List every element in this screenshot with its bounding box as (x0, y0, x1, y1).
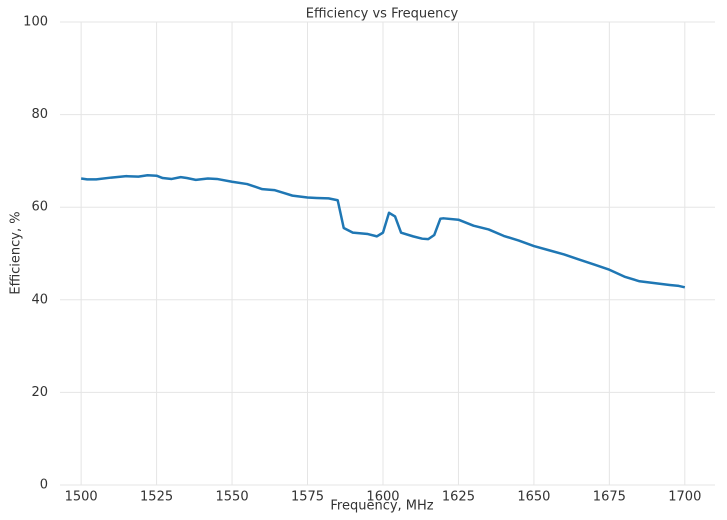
y-tick-label: 100 (23, 15, 48, 30)
x-tick-label: 1500 (65, 490, 98, 505)
x-axis-label: Frequency, MHz (330, 499, 433, 514)
chart-title: Efficiency vs Frequency (306, 7, 459, 22)
y-tick-label: 20 (31, 385, 48, 400)
x-tick-label: 1600 (366, 490, 399, 505)
x-tick-label: 1625 (442, 490, 475, 505)
y-tick-label: 40 (31, 292, 48, 307)
x-tick-label: 1650 (517, 490, 550, 505)
y-tick-label: 80 (31, 107, 48, 122)
data-line (80, 174, 686, 289)
y-tick-label: 0 (40, 478, 48, 493)
y-tick-label: 60 (31, 200, 48, 215)
y-axis-label: Efficiency, % (9, 211, 24, 294)
x-tick-label: 1525 (140, 490, 173, 505)
x-tick-label: 1550 (216, 490, 249, 505)
x-tick-label: 1575 (291, 490, 324, 505)
x-tick-label: 1675 (593, 490, 626, 505)
x-tick-label: 1700 (668, 490, 701, 505)
